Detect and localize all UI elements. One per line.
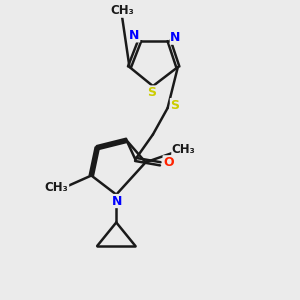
Text: CH₃: CH₃ (110, 4, 134, 17)
Text: N: N (170, 31, 181, 44)
Text: S: S (170, 99, 179, 112)
Text: S: S (147, 86, 156, 99)
Text: CH₃: CH₃ (172, 142, 196, 156)
Text: N: N (112, 194, 122, 208)
Text: CH₃: CH₃ (45, 181, 69, 194)
Text: N: N (129, 29, 140, 42)
Text: O: O (163, 156, 174, 169)
